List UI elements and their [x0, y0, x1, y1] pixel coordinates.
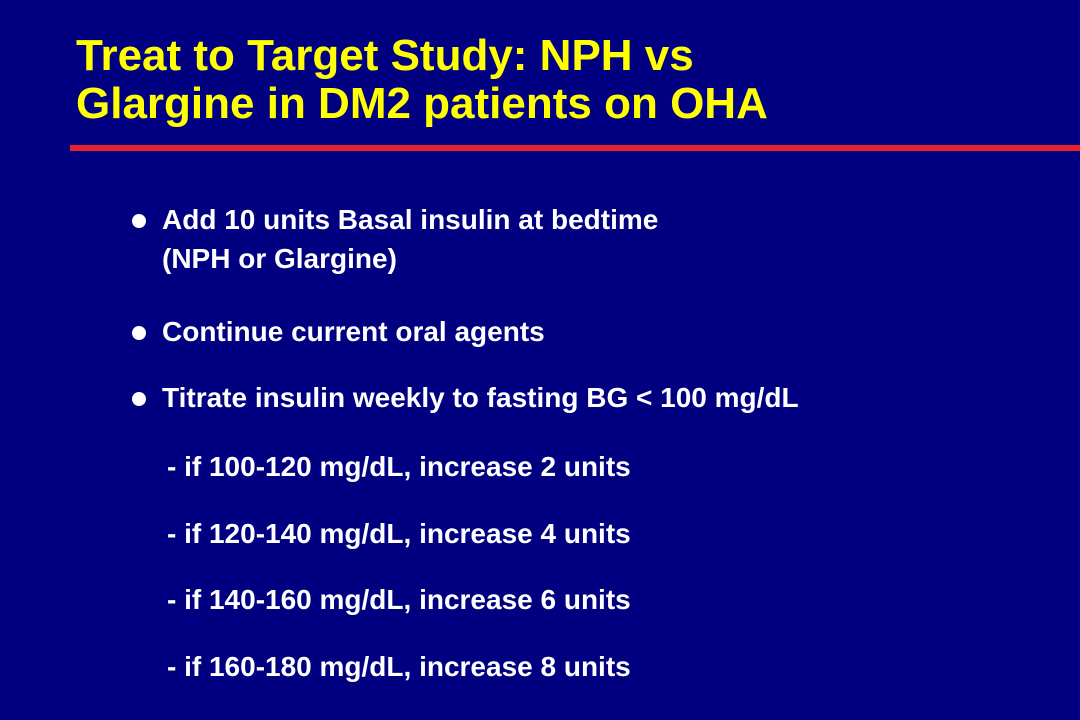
sub-item-160-180: - if 160-180 mg/dL, increase 8 units	[167, 651, 631, 682]
bullet-text: Add 10 units Basal insulin at bedtime (N…	[162, 200, 658, 278]
bullet-text: Titrate insulin weekly to fasting BG < 1…	[162, 378, 799, 417]
bullet-line: (NPH or Glargine)	[162, 243, 397, 274]
bullet-line: Titrate insulin weekly to fasting BG < 1…	[162, 382, 799, 413]
bullet-line: Add 10 units Basal insulin at bedtime	[162, 204, 659, 235]
bullet-line: Continue current oral agents	[162, 316, 545, 347]
title-divider	[70, 145, 1080, 151]
bullet-dot-icon	[132, 392, 146, 406]
bullet-item-add-basal-insulin: Add 10 units Basal insulin at bedtime (N…	[132, 200, 658, 278]
bullet-dot-icon	[132, 326, 146, 340]
sub-item-140-160: - if 140-160 mg/dL, increase 6 units	[167, 584, 631, 615]
sub-item-100-120: - if 100-120 mg/dL, increase 2 units	[167, 451, 631, 482]
sub-item-120-140: - if 120-140 mg/dL, increase 4 units	[167, 518, 631, 549]
slide-title: Treat to Target Study: NPH vs Glargine i…	[76, 32, 1066, 128]
bullet-text: Continue current oral agents	[162, 312, 545, 351]
slide-title-line-2: Glargine in DM2 patients on OHA	[76, 79, 768, 128]
slide-title-line-1: Treat to Target Study: NPH vs	[76, 31, 694, 80]
bullet-item-continue-oral-agents: Continue current oral agents	[132, 312, 545, 351]
bullet-dot-icon	[132, 214, 146, 228]
bullet-item-titrate-insulin: Titrate insulin weekly to fasting BG < 1…	[132, 378, 799, 417]
